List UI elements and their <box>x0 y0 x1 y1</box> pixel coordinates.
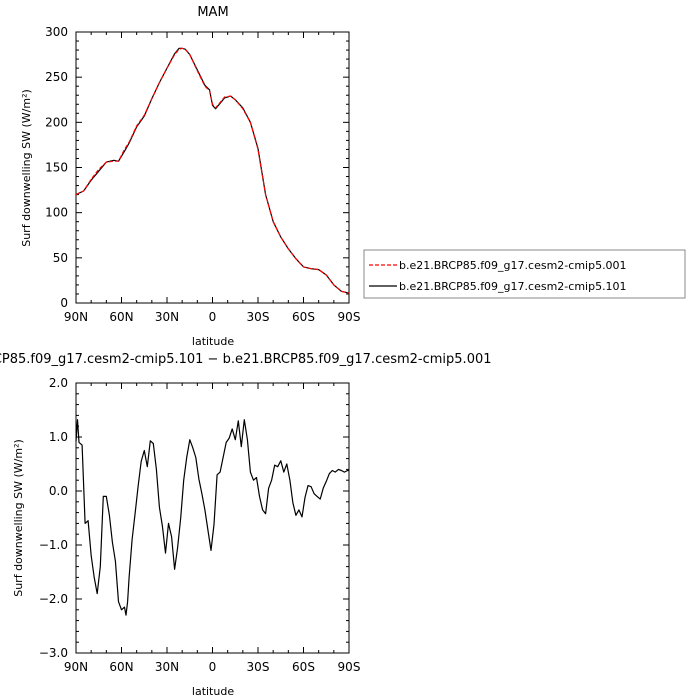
top-x-tick-labels: 90N 60N 30N 0 30S 60S 90S <box>64 310 361 324</box>
y-tick-label: 2.0 <box>49 376 68 390</box>
x-tick-label: 30N <box>155 310 179 324</box>
x-tick-label: 60S <box>292 310 315 324</box>
top-title: MAM <box>197 5 228 20</box>
x-tick-label: 90S <box>338 310 361 324</box>
top-panel: MAM 90N 60N 30N 0 30S 60S 90S 0 50 100 150 200 250 3… <box>20 5 360 348</box>
bottom-ticks <box>75 382 350 654</box>
y-tick-label: 50 <box>53 251 68 265</box>
series-line-1 <box>75 47 350 294</box>
legend: b.e21.BRCP85.f09_g17.cesm2-cmip5.001 b.e… <box>363 249 686 299</box>
legend-label-101: b.e21.BRCP85.f09_g17.cesm2-cmip5.101 <box>399 280 627 293</box>
series-line-0 <box>75 419 349 616</box>
x-tick-label: 30S <box>247 660 270 674</box>
top-series-lines <box>75 47 350 294</box>
x-tick-label: 60N <box>109 310 133 324</box>
series-line-0 <box>75 47 350 294</box>
bottom-series-lines <box>75 419 349 616</box>
top-plot-frame <box>75 31 350 304</box>
bottom-y-axis-label: Surf downwelling SW (W/m²) <box>12 439 25 597</box>
y-tick-label: 250 <box>45 70 68 84</box>
bottom-x-tick-labels: 90N 60N 30N 0 30S 60S 90S <box>64 660 361 674</box>
legend-label-001: b.e21.BRCP85.f09_g17.cesm2-cmip5.001 <box>399 259 627 272</box>
y-tick-label: −2.0 <box>39 592 68 606</box>
y-tick-label: 0.0 <box>49 484 68 498</box>
x-tick-label: 30N <box>155 660 179 674</box>
x-tick-label: 30S <box>247 310 270 324</box>
x-tick-label: 90N <box>64 660 88 674</box>
top-x-axis-label: latitude <box>192 335 234 348</box>
bottom-plot-frame <box>75 382 350 654</box>
x-tick-label: 90S <box>338 660 361 674</box>
y-tick-label: 200 <box>45 115 68 129</box>
bottom-title: b.e21.BRCP85.f09_g17.cesm2-cmip5.101 − b… <box>0 352 492 367</box>
y-tick-label: 100 <box>45 206 68 220</box>
y-tick-label: 1.0 <box>49 430 68 444</box>
top-ticks <box>75 31 350 304</box>
bottom-x-axis-label: latitude <box>192 685 234 698</box>
y-tick-label: −3.0 <box>39 646 68 660</box>
top-y-tick-labels: 0 50 100 150 200 250 300 <box>45 25 68 310</box>
legend-box <box>363 249 686 299</box>
top-y-axis-label: Surf downwelling SW (W/m²) <box>20 89 33 247</box>
y-tick-label: −1.0 <box>39 538 68 552</box>
x-tick-label: 60S <box>292 660 315 674</box>
x-tick-label: 60N <box>109 660 133 674</box>
y-tick-label: 150 <box>45 161 68 175</box>
y-tick-label: 0 <box>60 296 68 310</box>
x-tick-label: 0 <box>209 310 217 324</box>
x-tick-label: 0 <box>209 660 217 674</box>
y-tick-label: 300 <box>45 25 68 39</box>
bottom-y-tick-labels: −3.0 −2.0 −1.0 0.0 1.0 2.0 <box>39 376 68 660</box>
bottom-panel: b.e21.BRCP85.f09_g17.cesm2-cmip5.101 − b… <box>0 352 492 698</box>
x-tick-label: 90N <box>64 310 88 324</box>
